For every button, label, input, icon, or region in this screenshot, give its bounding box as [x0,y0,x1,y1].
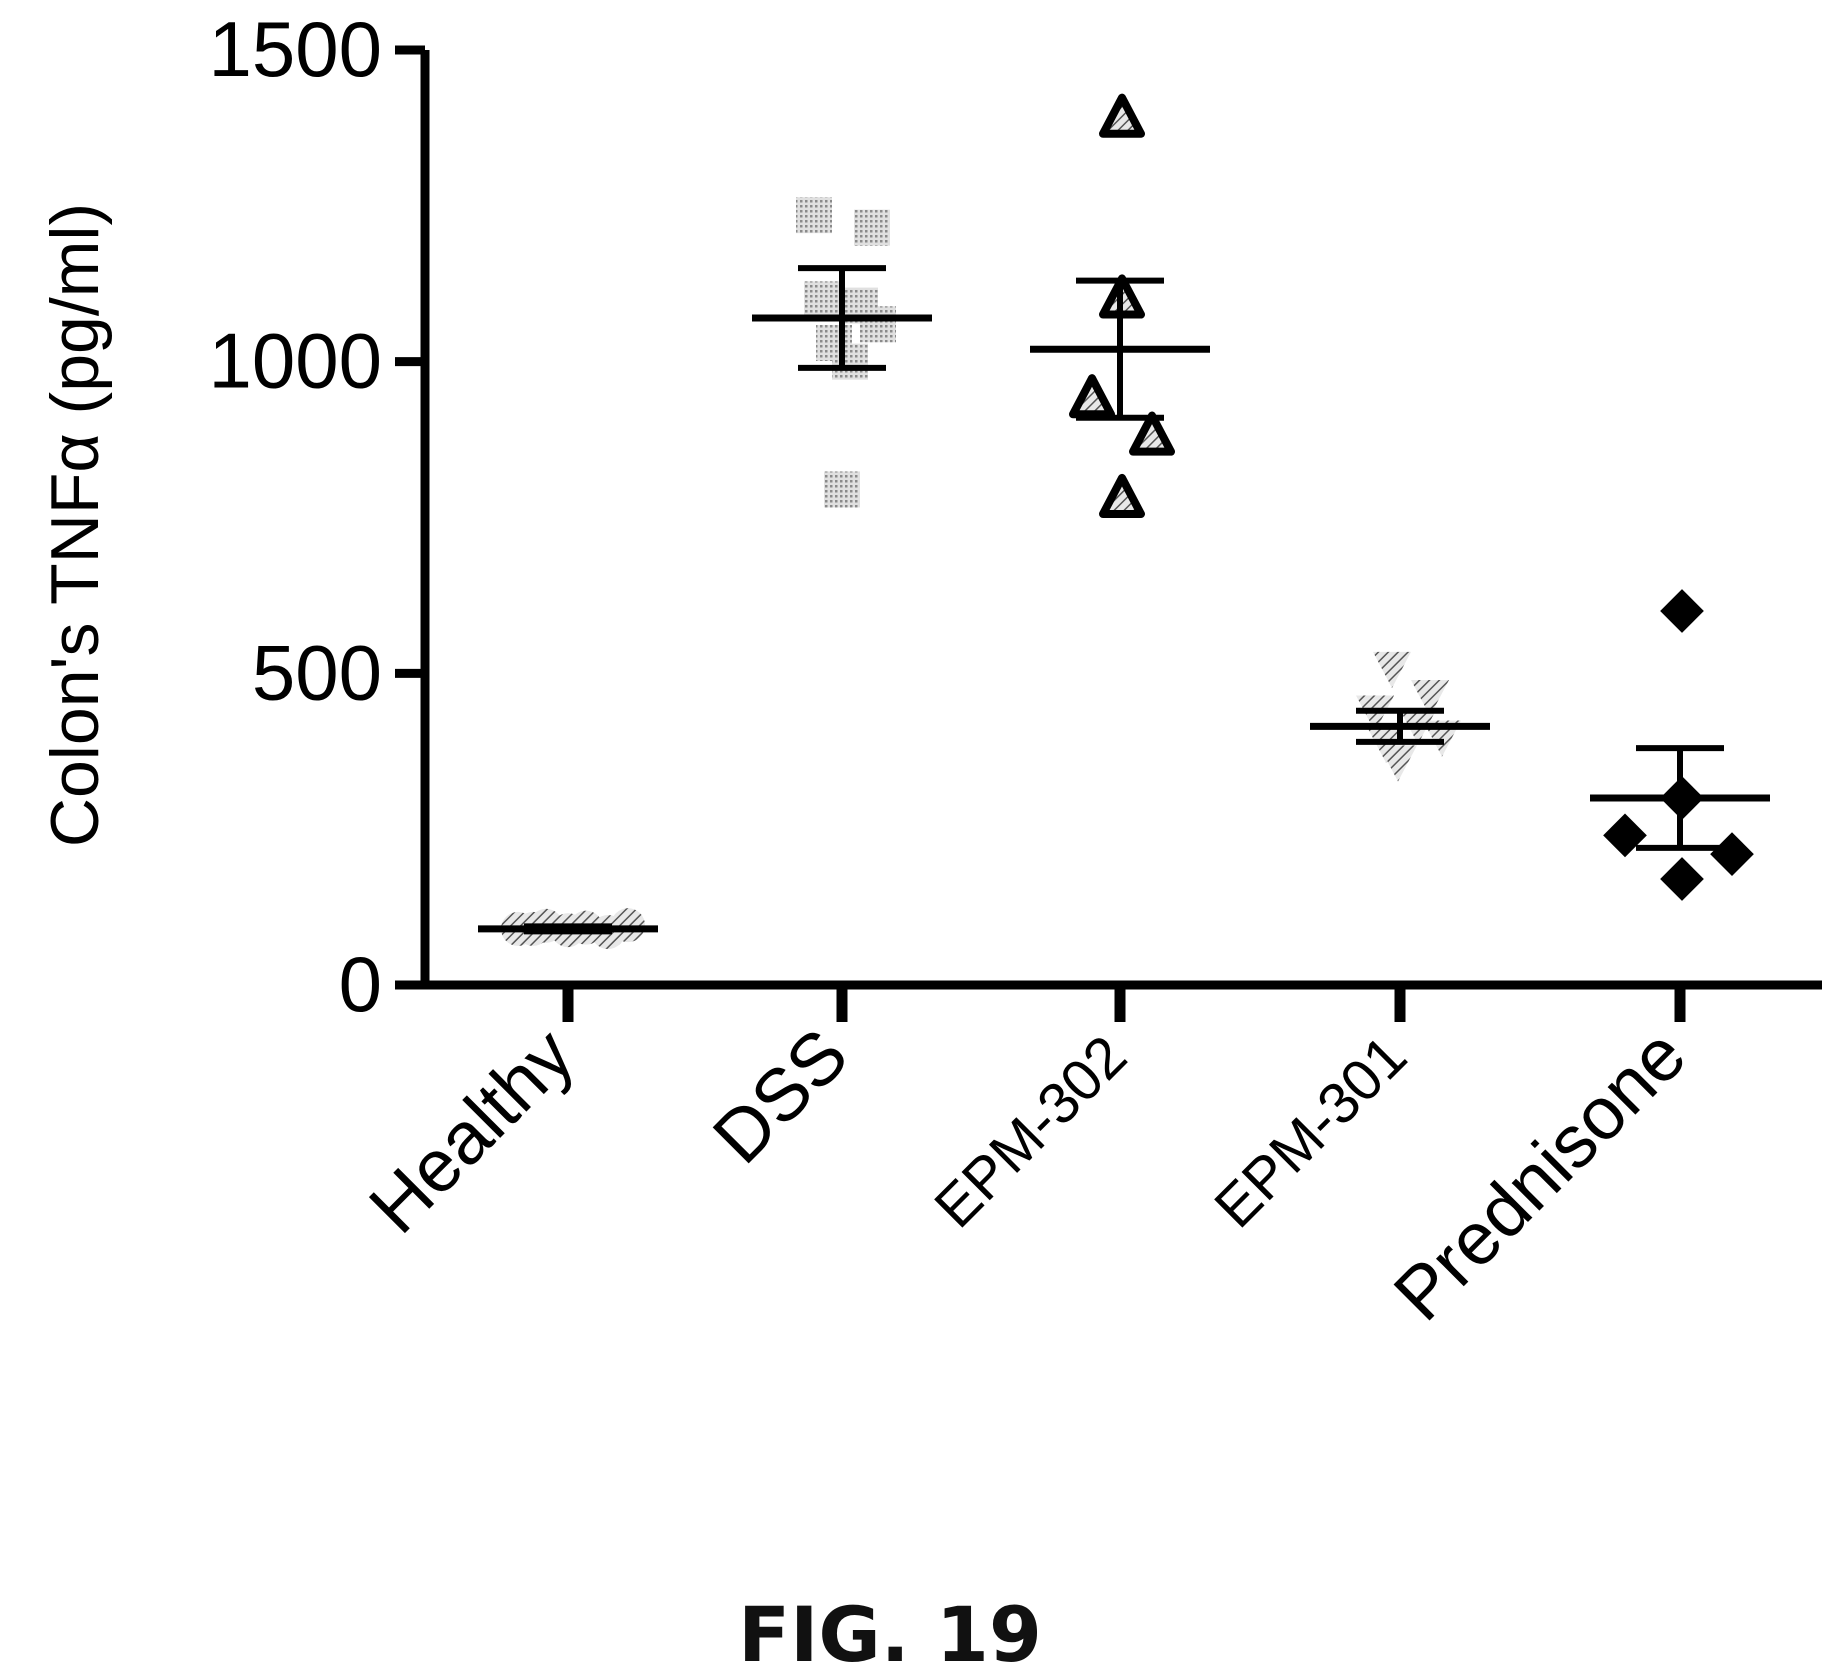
data-point [1660,857,1704,901]
data-point [611,908,645,943]
data-point [1099,93,1145,138]
y-ticks: 0 500 1000 1500 [208,5,425,1028]
data-point [824,471,860,508]
data-points [501,93,1754,950]
figure-caption: FIG. 19 [738,1590,1042,1679]
y-axis-label: Colon's TNFα (pg/ml) [37,203,113,847]
mean-sem-bars [478,265,1770,935]
data-point [1069,374,1115,419]
data-point [1710,832,1754,876]
x-tick-label: EPM-302 [922,1023,1139,1240]
data-point [796,197,832,234]
x-tick-label: DSS [697,1013,863,1179]
data-point [1379,745,1417,782]
x-tick-label: Prednisone [1378,1013,1701,1336]
data-point [1411,679,1449,717]
data-point [1660,589,1704,633]
x-tick-label: EPM-301 [1202,1023,1419,1240]
data-point [860,306,896,343]
y-tick-label: 500 [252,628,382,716]
data-point [804,281,840,318]
data-point [832,343,868,380]
x-tick-label: Healthy [353,1013,589,1249]
data-point [1603,813,1647,858]
y-tick-label: 0 [339,940,382,1028]
axes [395,50,1822,990]
data-point [854,209,890,246]
data-point [1373,651,1411,688]
data-point [1129,411,1175,456]
y-tick-label: 1000 [208,317,382,405]
data-point [1099,473,1145,518]
y-tick-label: 1500 [208,5,382,93]
